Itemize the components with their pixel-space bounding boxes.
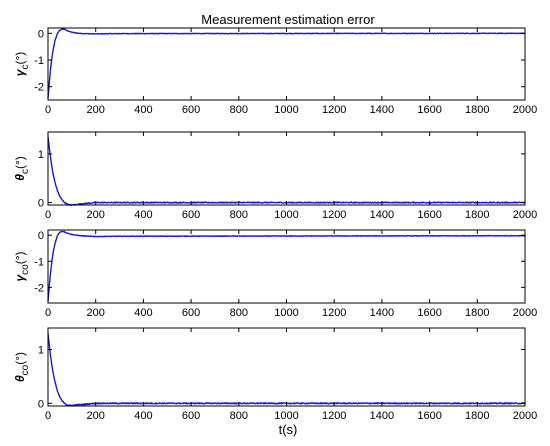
x-tick-label: 200 <box>87 104 105 116</box>
x-tick-label: 600 <box>182 209 200 221</box>
x-tick-label: 1800 <box>465 104 489 116</box>
x-tick-label: 800 <box>230 307 248 319</box>
x-tick-label: 0 <box>45 307 51 319</box>
y-tick-label: -2 <box>34 282 44 294</box>
x-tick-label: 2000 <box>513 209 537 221</box>
panel-1: 0 200 400 600 800 1000 1200 1400 1600 1800 2000 0 -1… <box>13 27 537 116</box>
x-tick-label: 600 <box>182 410 200 422</box>
panel-3: 0 200 400 600 800 1000 1200 1400 1600 1800 2000 0 -1… <box>13 229 537 319</box>
x-tick-label: 1200 <box>322 104 346 116</box>
x-tick-label: 400 <box>134 209 152 221</box>
x-tick-label: 2000 <box>513 410 537 422</box>
x-tick-label: 1000 <box>274 209 298 221</box>
x-tick-label: 800 <box>230 104 248 116</box>
y-tick-label: -1 <box>34 256 44 268</box>
y-axis-label: θc(°) <box>13 156 31 181</box>
x-tick-label: 1600 <box>417 104 441 116</box>
y-tick-label: 0 <box>38 28 44 40</box>
x-tick-label: 2000 <box>513 307 537 319</box>
y-tick-label: 0 <box>38 230 44 242</box>
x-tick-label: 1800 <box>465 410 489 422</box>
x-tick-label: 400 <box>134 307 152 319</box>
y-tick-label: -2 <box>34 82 44 94</box>
x-tick-label: 600 <box>182 104 200 116</box>
axes-frame <box>47 131 526 206</box>
y-tick-label: 1 <box>38 149 44 161</box>
x-tick-label: 200 <box>87 410 105 422</box>
y-tick-label: -1 <box>34 55 44 67</box>
y-tick-label: 1 <box>38 345 44 357</box>
panel-4: 0 200 400 600 800 1000 1200 1400 1600 1800 2000 0 1θ… <box>13 327 537 422</box>
x-tick-label: 0 <box>45 209 51 221</box>
x-tick-label: 1600 <box>417 307 441 319</box>
chart-title: Measurement estimation error <box>201 12 375 27</box>
x-tick-label: 200 <box>87 209 105 221</box>
x-tick-label: 800 <box>230 410 248 422</box>
x-tick-label: 800 <box>230 209 248 221</box>
x-tick-label: 1600 <box>417 209 441 221</box>
x-tick-label: 1400 <box>370 410 394 422</box>
series-line-1 <box>47 28 526 99</box>
axes-frame <box>47 327 526 407</box>
y-tick-label: 0 <box>38 198 44 210</box>
x-tick-label: 1800 <box>465 307 489 319</box>
x-tick-label: 1200 <box>322 410 346 422</box>
x-axis-label: t(s) <box>279 422 298 437</box>
x-tick-label: 600 <box>182 307 200 319</box>
x-tick-label: 0 <box>45 410 51 422</box>
axes-frame <box>47 229 526 304</box>
x-tick-label: 1200 <box>322 307 346 319</box>
axes-frame <box>47 27 526 101</box>
x-tick-label: 400 <box>134 104 152 116</box>
x-tick-label: 1200 <box>322 209 346 221</box>
panel-2: 0 200 400 600 800 1000 1200 1400 1600 1800 2000 0 1θ… <box>13 131 537 221</box>
y-axis-label: θco(°) <box>13 352 31 382</box>
y-tick-label: 0 <box>38 398 44 410</box>
x-tick-label: 200 <box>87 307 105 319</box>
y-axis-label: γco(°) <box>13 251 31 281</box>
x-tick-label: 0 <box>45 104 51 116</box>
x-tick-label: 400 <box>134 410 152 422</box>
y-axis-label: γc(°) <box>13 52 31 76</box>
x-tick-label: 1000 <box>274 104 298 116</box>
x-tick-label: 1400 <box>370 307 394 319</box>
x-tick-label: 1000 <box>274 307 298 319</box>
series-line-2 <box>47 136 526 207</box>
x-tick-label: 2000 <box>513 104 537 116</box>
series-line-4 <box>47 333 526 407</box>
x-tick-label: 1600 <box>417 410 441 422</box>
series-line-3 <box>47 230 526 302</box>
x-tick-label: 1800 <box>465 209 489 221</box>
x-tick-label: 1000 <box>274 410 298 422</box>
x-tick-label: 1400 <box>370 209 394 221</box>
x-tick-label: 1400 <box>370 104 394 116</box>
